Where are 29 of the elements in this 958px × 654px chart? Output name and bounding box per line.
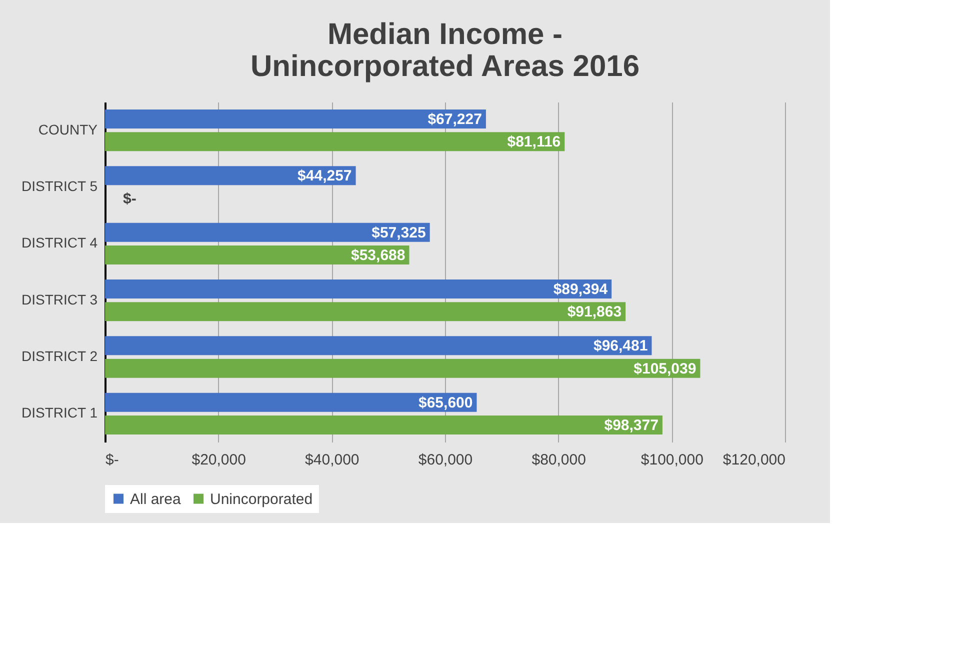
data-label: $105,039 xyxy=(634,360,696,378)
y-tick-label: DISTRICT 4 xyxy=(22,234,98,251)
data-label: $91,863 xyxy=(567,304,622,321)
x-tick-label: $20,000 xyxy=(192,452,246,468)
data-label: $67,227 xyxy=(428,111,482,128)
y-tick-label: DISTRICT 1 xyxy=(22,404,98,421)
x-tick-label: $60,000 xyxy=(418,452,473,468)
data-label: $53,688 xyxy=(351,247,406,264)
data-label: $89,394 xyxy=(553,281,608,298)
text: Median Income - xyxy=(327,18,563,51)
data-label: $65,600 xyxy=(418,394,473,412)
data-label: $57,325 xyxy=(372,224,426,242)
legend-label: All area xyxy=(130,490,182,508)
y-tick-label: COUNTY xyxy=(38,121,98,138)
x-tick-label: $100,000 xyxy=(640,452,704,468)
x-tick-label: $120,000 xyxy=(722,452,786,468)
data-label: $44,257 xyxy=(298,168,352,185)
data-label: $81,116 xyxy=(507,134,561,151)
data-label: $96,481 xyxy=(593,338,648,355)
data-label: $- xyxy=(123,190,136,208)
text: Unincorporated Areas 2016 xyxy=(250,50,640,83)
y-tick-label: DISTRICT 2 xyxy=(22,348,98,364)
x-tick-label: $80,000 xyxy=(532,452,586,468)
data-label: $98,377 xyxy=(604,417,658,434)
y-tick-label: DISTRICT 3 xyxy=(22,291,98,308)
legend-label: Unincorporated xyxy=(210,490,313,508)
y-tick-label: DISTRICT 5 xyxy=(22,178,98,194)
x-tick-label: $40,000 xyxy=(305,452,360,468)
x-tick-label: $- xyxy=(106,452,119,468)
